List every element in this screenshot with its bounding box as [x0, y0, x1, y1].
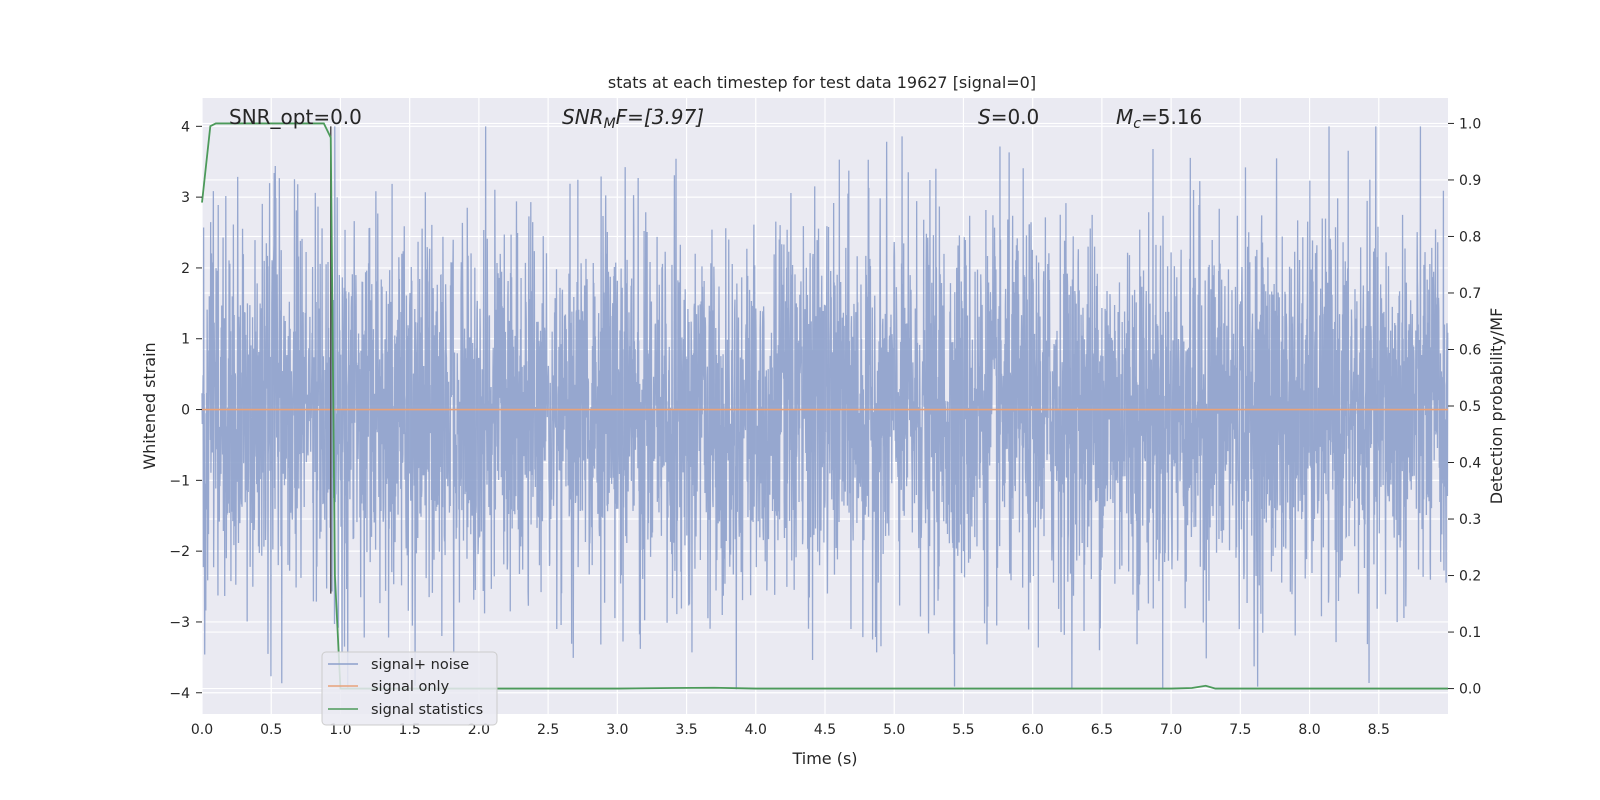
y-axis-left-ticks: −4 −3 −2 −1 0 1 2 3 4 — [169, 119, 202, 702]
x-tick-label-5: 2.5 — [537, 722, 559, 738]
annotation-s: S=0.0 — [978, 105, 1039, 129]
annotation-snr-mf-sub: M — [604, 116, 616, 132]
series-line-signal-plus-noise — [201, 126, 1449, 690]
annotation-mc-sub: c — [1133, 116, 1141, 132]
y-right-tick-label-8: 0.8 — [1459, 229, 1481, 245]
y-left-tick-label-2: −2 — [169, 544, 190, 560]
x-tick-label-3: 1.5 — [399, 722, 421, 738]
y-left-tick-label-5: 1 — [181, 332, 190, 348]
x-tick-label-6: 3.0 — [606, 722, 628, 738]
y-right-tick-label-10: 1.0 — [1459, 116, 1481, 132]
annotation-mc-value: =5.16 — [1141, 105, 1202, 129]
y-axis-left-label: Whitened strain — [140, 342, 159, 469]
annotation-snr-mf-base: SNR — [562, 105, 604, 129]
x-tick-label-10: 5.0 — [883, 722, 905, 738]
y-axis-right-ticks: 0.0 0.1 0.2 0.3 0.4 0.5 0.6 0.7 0.8 0.9 1.0 — [1448, 116, 1481, 698]
annotation-s-label: S — [978, 105, 991, 129]
annotation-s-value: =0.0 — [991, 105, 1040, 129]
y-right-tick-label-2: 0.2 — [1459, 569, 1481, 585]
x-axis-ticks: 0.0 0.5 1.0 1.5 2.0 2.5 3.0 3.5 4.0 4.5 5.0 5.5 6.0 6… — [191, 722, 1390, 738]
y-right-tick-label-1: 0.1 — [1459, 625, 1481, 641]
annotation-mc: Mc=5.16 — [1116, 105, 1202, 132]
y-right-tick-label-6: 0.6 — [1459, 342, 1481, 358]
y-left-tick-label-3: −1 — [169, 473, 190, 489]
x-tick-label-15: 7.5 — [1229, 722, 1251, 738]
y-right-tick-label-9: 0.9 — [1459, 173, 1481, 189]
y-left-tick-label-0: −4 — [169, 686, 190, 702]
y-right-tick-label-0: 0.0 — [1459, 682, 1481, 698]
series-signal-statistics — [201, 122, 1448, 690]
series-signal-plus-noise — [201, 126, 1449, 690]
x-tick-label-9: 4.5 — [814, 722, 836, 738]
x-tick-label-14: 7.0 — [1160, 722, 1182, 738]
legend-label-signal-plus-noise: signal+ noise — [371, 657, 469, 673]
y-axis-right-label: Detection probability/MF — [1487, 308, 1506, 505]
annotations: SNR_opt=0.0 SNRMF=[3.97] S=0.0 Mc=5.16 — [229, 105, 1202, 132]
y-left-tick-label-1: −3 — [169, 615, 190, 631]
legend-box — [321, 651, 498, 726]
annotation-mc-base: M — [1116, 105, 1133, 129]
chart-title: stats at each timestep for test data 196… — [608, 73, 1036, 92]
annotation-snr-opt: SNR_opt=0.0 — [229, 105, 362, 129]
x-tick-label-13: 6.5 — [1091, 722, 1113, 738]
y-left-tick-label-6: 2 — [181, 261, 190, 277]
x-axis-label: Time (s) — [791, 749, 857, 768]
legend: signal+ noise signal only signal statist… — [321, 651, 498, 726]
series-line-signal-statistics — [201, 122, 1448, 690]
x-tick-label-16: 8.0 — [1298, 722, 1320, 738]
y-right-tick-label-7: 0.7 — [1459, 286, 1481, 302]
y-left-tick-label-4: 0 — [181, 403, 190, 419]
x-tick-label-1: 0.5 — [260, 722, 282, 738]
y-right-tick-label-5: 0.5 — [1459, 399, 1481, 415]
x-tick-label-17: 8.5 — [1368, 722, 1390, 738]
y-left-tick-label-8: 4 — [181, 119, 190, 135]
y-right-tick-label-3: 0.3 — [1459, 512, 1481, 528]
x-tick-label-7: 3.5 — [675, 722, 697, 738]
x-tick-label-2: 1.0 — [329, 722, 351, 738]
x-tick-label-8: 4.0 — [745, 722, 767, 738]
annotation-snr-mf: SNRMF=[3.97] — [562, 105, 704, 132]
x-tick-label-4: 2.0 — [468, 722, 490, 738]
annotation-snr-mf-rest: F=[3.97] — [616, 105, 704, 129]
legend-label-signal-statistics: signal statistics — [371, 702, 483, 718]
x-tick-label-12: 6.0 — [1022, 722, 1044, 738]
y-right-tick-label-4: 0.4 — [1459, 456, 1481, 472]
x-tick-label-11: 5.5 — [952, 722, 974, 738]
y-left-tick-label-7: 3 — [181, 190, 190, 206]
legend-label-signal-only: signal only — [371, 679, 450, 695]
x-tick-label-0: 0.0 — [191, 722, 213, 738]
